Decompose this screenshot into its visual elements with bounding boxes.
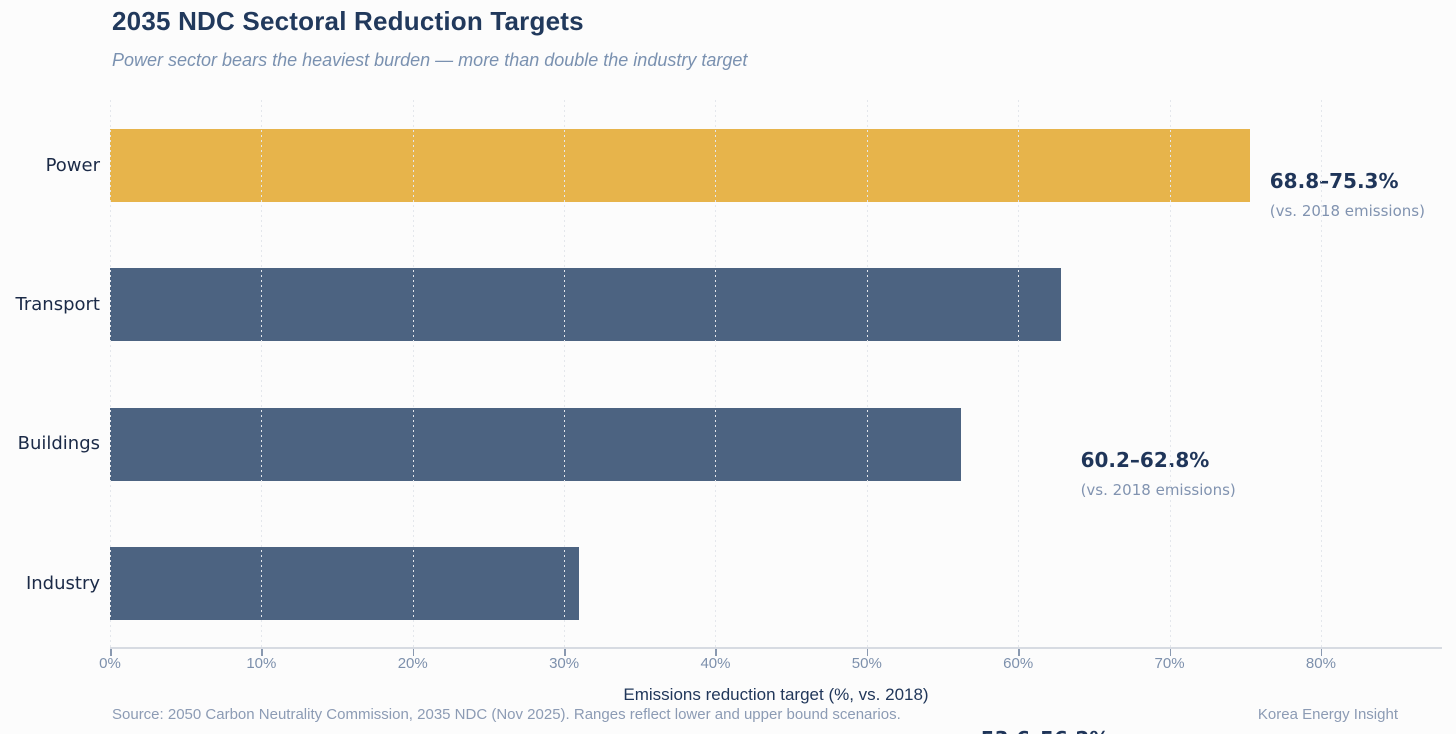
x-tick-label-50: 50% bbox=[851, 655, 882, 672]
bar-row-buildings: 53.6–56.2% (vs. 2018 emissions) bbox=[110, 407, 1442, 734]
gridline-50 bbox=[866, 100, 868, 648]
gridline-30 bbox=[564, 100, 566, 648]
gridline-10 bbox=[261, 100, 263, 648]
x-tick-label-80: 80% bbox=[1305, 655, 1336, 672]
x-tick-mark-20 bbox=[412, 649, 415, 656]
x-tick-label-30: 30% bbox=[549, 655, 580, 672]
gridline-80 bbox=[1320, 100, 1322, 648]
x-tick-mark-30 bbox=[564, 649, 566, 656]
value-baseline-note-transport: (vs. 2018 emissions) bbox=[1080, 480, 1236, 499]
category-label-transport: Transport bbox=[15, 293, 100, 315]
x-tick-label-0: 0% bbox=[99, 655, 121, 672]
x-tick-label-40: 40% bbox=[700, 655, 731, 672]
x-axis-line bbox=[110, 647, 1442, 649]
value-label-group-power: 68.8–75.3% (vs. 2018 emissions) bbox=[1270, 168, 1425, 222]
gridline-20 bbox=[412, 100, 414, 648]
chart-title: 2035 NDC Sectoral Reduction Targets bbox=[112, 6, 584, 36]
brand-label: Korea Energy Insight bbox=[1257, 706, 1398, 723]
bar-buildings bbox=[110, 407, 961, 481]
value-range-power: 68.8–75.3% bbox=[1269, 169, 1399, 193]
x-tick-label-20: 20% bbox=[397, 655, 428, 672]
x-tick-label-70: 70% bbox=[1154, 655, 1185, 672]
category-label-power: Power bbox=[45, 154, 100, 176]
x-tick-mark-50 bbox=[866, 649, 869, 656]
x-axis-label: Emissions reduction target (%, vs. 2018) bbox=[623, 685, 929, 704]
value-range-buildings: 53.6–56.2% bbox=[981, 726, 1136, 734]
x-tick-mark-10 bbox=[261, 649, 263, 656]
x-tick-mark-80 bbox=[1320, 649, 1323, 656]
chart-subtitle: Power sector bears the heaviest burden —… bbox=[112, 50, 748, 70]
plot-area: 68.8–75.3% (vs. 2018 emissions) 60.2–62.8%… bbox=[110, 100, 1442, 734]
gridline-60 bbox=[1018, 100, 1020, 648]
value-baseline-note-power: (vs. 2018 emissions) bbox=[1269, 202, 1425, 220]
value-label-group-buildings: 53.6–56.2%(vs. 2018 emissions) bbox=[981, 726, 1136, 734]
bar-row-industry: 24.3–31.0%(vs. 2018 emissions) bbox=[110, 547, 1442, 621]
bar-row-transport: 60.2–62.8% (vs. 2018 emissions) bbox=[110, 268, 1442, 499]
bar-transport bbox=[110, 268, 1061, 342]
source-note: Source: 2050 Carbon Neutrality Commissio… bbox=[112, 706, 901, 723]
x-tick-label-10: 10% bbox=[246, 655, 277, 672]
x-tick-mark-40 bbox=[715, 649, 717, 656]
x-tick-mark-0 bbox=[110, 649, 112, 656]
category-label-industry: Industry bbox=[25, 572, 100, 594]
bar-power bbox=[110, 129, 1250, 202]
gridline-70 bbox=[1169, 100, 1171, 648]
bar-industry bbox=[110, 547, 580, 621]
x-tick-mark-70 bbox=[1169, 649, 1172, 656]
x-tick-label-60: 60% bbox=[1003, 655, 1034, 672]
gridline-40 bbox=[715, 100, 717, 648]
value-range-transport: 60.2–62.8% bbox=[1080, 447, 1210, 472]
value-label-group-transport: 60.2–62.8% (vs. 2018 emissions) bbox=[1081, 447, 1236, 501]
category-label-buildings: Buildings bbox=[17, 433, 100, 455]
x-tick-mark-60 bbox=[1018, 649, 1020, 656]
bar-row-power: 68.8–75.3% (vs. 2018 emissions) bbox=[110, 129, 1442, 220]
gridline-0 bbox=[110, 100, 111, 648]
